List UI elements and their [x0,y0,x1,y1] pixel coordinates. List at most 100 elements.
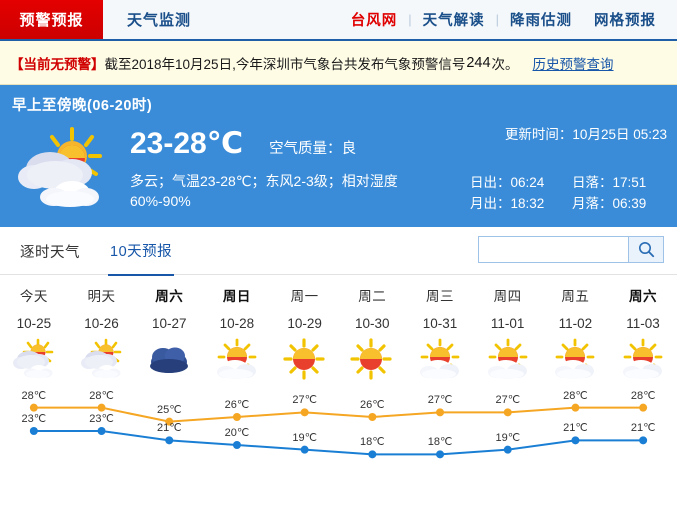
temperature-point[interactable] [571,436,580,445]
panel-sun-row: 日出：06:24 日落：17:51 [470,173,671,194]
forecast-day-column[interactable]: 周六 11-03 [609,275,677,331]
forecast-day-date: 10-25 [16,316,52,331]
forecast-day-column[interactable]: 周三 10-31 [406,275,474,331]
low-temp-label: 18℃ [427,436,453,449]
panel-period-title: 早上至傍晚(06-20时) [12,98,153,114]
temperature-point[interactable] [165,436,174,445]
nav-link-typhoon[interactable]: 台风网 [340,9,409,30]
nav-item-forecast-warning[interactable]: 预警预报 [0,0,103,39]
temperature-point[interactable] [436,450,445,459]
temperature-point[interactable] [165,417,174,426]
nav-link-rain-estimate[interactable]: 降雨估测 [499,9,583,30]
forecast-day-date: 10-26 [84,316,119,331]
forecast-day-column[interactable]: 今天 10-25 [0,275,68,331]
forecast-day-column[interactable]: 周一 10-29 [271,275,339,331]
top-navigation: 预警预报 天气监测 台风网 | 天气解读 | 降雨估测 网格预报 [0,0,677,41]
forecast-day-date: 10-30 [355,316,390,331]
forecast-icon-cell [68,337,136,381]
low-temp-label: 21℃ [156,422,182,435]
panel-center: 23-28℃ 空气质量：良 多云；气温23-28℃；东风2-3级；相对湿度60%… [130,121,470,215]
temperature-point[interactable] [436,408,445,417]
forecast-icon-cell [0,337,68,381]
forecast-day-date: 10-27 [151,316,187,331]
temperature-line-1 [33,430,644,456]
sunny-icon [350,338,392,380]
high-temp-label: 27℃ [292,394,317,407]
sun-cloud-icon [487,338,528,379]
low-temp-label: 20℃ [224,427,250,439]
tab-ten-day-forecast[interactable]: 10天预报 [108,226,175,276]
forecast-day-column[interactable]: 周五 11-02 [542,275,610,331]
panel-right-info: 更新时间：10月25日 05:23 日出：06:24 日落：17:51 月出：1… [470,121,677,215]
search-button[interactable] [628,236,664,263]
alert-banner: 【当前无预警】 截至2018年10月25日,今年深圳市气象台共发布气象预警信号 … [0,41,677,85]
forecast-day-column[interactable]: 周四 11-01 [474,275,542,331]
low-temp-label: 19℃ [292,431,317,444]
alert-history-link[interactable]: 历史预警查询 [532,56,614,72]
panel-weather-icon-container [0,121,130,215]
search-input[interactable] [478,236,628,263]
forecast-day-column[interactable]: 周日 10-28 [203,275,271,331]
high-temp-label: 28℃ [21,389,47,402]
temperature-chart: 28℃ 28℃ 25℃ 26℃ 27℃ 26℃ 27℃ 27℃ 28℃ 28℃ 23℃ 23℃ 21℃ 2… [0,381,677,501]
temperature-point[interactable] [571,403,580,412]
temperature-point[interactable] [97,403,106,412]
forecast-icon-cell [338,337,406,381]
temperature-point[interactable] [29,403,38,412]
nav-link-weather-interpretation[interactable]: 天气解读 [412,9,496,30]
high-temp-label: 27℃ [427,394,453,407]
temperature-point[interactable] [368,413,377,421]
temperature-point[interactable] [503,445,512,454]
forecast-day-date: 11-01 [490,316,525,331]
partly-cloudy-icon [18,127,102,207]
temperature-point[interactable] [232,441,241,449]
forecast-day-column[interactable]: 周六 10-27 [135,275,203,331]
forecast-day-date: 10-31 [422,316,458,331]
forecast-day-name: 周六 [629,289,658,304]
temperature-point[interactable] [29,427,38,435]
nav-separator-2: | [495,12,499,27]
tab-hourly-weather[interactable]: 逐时天气 [18,227,82,275]
temperature-point[interactable] [300,408,309,417]
low-temp-label: 21℃ [563,422,588,435]
low-temp-label: 23℃ [21,413,47,425]
nav-link-grid-forecast-label: 网格预报 [594,13,656,29]
alert-signal-count: 244 [466,54,491,71]
panel-update-time: 更新时间：10月25日 05:23 [470,123,671,143]
panel-moonrise: 月出：18:32 [470,194,572,215]
nav-item-weather-monitor[interactable]: 天气监测 [103,0,209,39]
sun-cloud-icon [419,338,460,379]
search-box [478,236,664,263]
panel-sunrise: 日出：06:24 [470,173,572,194]
forecast-day-name: 周二 [358,289,387,304]
temperature-point[interactable] [639,436,648,445]
panel-sunset-label: 日落： [571,175,613,190]
forecast-day-date: 10-28 [219,316,255,331]
panel-sunrise-value: 06:24 [510,175,545,190]
sun-behind-cloud-icon [80,338,121,378]
sunny-icon [282,338,325,380]
temperature-point[interactable] [97,427,106,435]
panel-astro-info: 日出：06:24 日落：17:51 月出：18:32 月落：06:39 [470,173,671,215]
forecast-icon-cell [135,337,203,381]
sun-behind-cloud-icon [12,338,54,378]
temperature-line-0 [33,406,644,423]
high-temp-label: 28℃ [89,389,114,402]
temperature-point[interactable] [503,408,512,417]
temperature-point[interactable] [368,450,377,459]
forecast-day-column[interactable]: 明天 10-26 [68,275,136,331]
sun-cloud-icon [623,338,663,379]
temperature-point[interactable] [232,413,241,421]
alert-text-before: 截至2018年10月25日,今年深圳市气象台共发布气象预警信号 [104,56,466,72]
sun-cloud-icon [555,338,595,379]
temperature-point[interactable] [639,403,648,412]
low-temp-label: 19℃ [495,431,521,444]
forecast-day-column[interactable]: 周二 10-30 [338,275,406,331]
panel-temp-row: 23-28℃ 空气质量：良 [130,129,470,159]
panel-body: 23-28℃ 空气质量：良 多云；气温23-28℃；东风2-3级；相对湿度60%… [0,121,677,215]
high-temp-label: 25℃ [156,403,182,416]
nav-link-grid-forecast[interactable]: 网格预报 [583,9,667,30]
temperature-point[interactable] [300,445,309,454]
panel-air-quality-value: 良 [341,141,357,157]
search-icon [638,242,654,258]
